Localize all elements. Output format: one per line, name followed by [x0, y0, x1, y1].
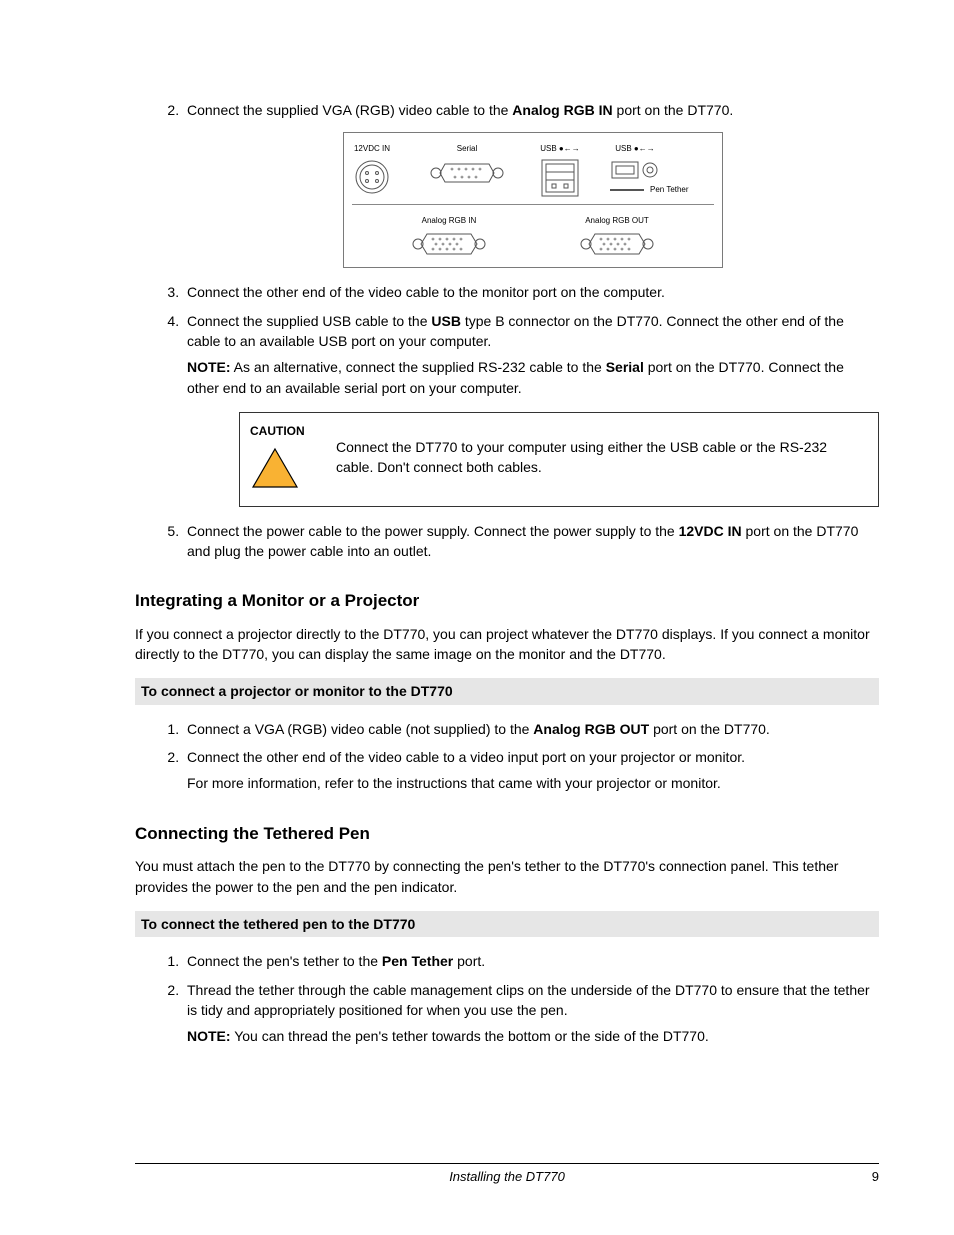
heading-integrating: Integrating a Monitor or a Projector: [135, 589, 879, 614]
icon-serial-port: [428, 158, 506, 188]
intro-integrating: If you connect a projector directly to t…: [135, 624, 879, 665]
note-label-2: NOTE:: [187, 1028, 231, 1044]
intro-tethered-pen: You must attach the pen to the DT770 by …: [135, 856, 879, 897]
step-2-text-post: port on the DT770.: [613, 102, 734, 118]
sec2-step-2: Thread the tether through the cable mana…: [183, 980, 879, 1047]
sec2-s1-pre: Connect the pen's tether to the: [187, 953, 382, 969]
step-5: Connect the power cable to the power sup…: [183, 521, 879, 562]
steps-list-b: Connect a VGA (RGB) video cable (not sup…: [135, 719, 879, 794]
step-4-pre: Connect the supplied USB cable to the: [187, 313, 431, 329]
label-12vdc: 12VDC IN: [354, 143, 390, 155]
sec1-s1-post: port on the DT770.: [649, 721, 770, 737]
sec1-step-2: Connect the other end of the video cable…: [183, 747, 879, 794]
sec1-step-1: Connect a VGA (RGB) video cable (not sup…: [183, 719, 879, 739]
step-2: Connect the supplied VGA (RGB) video cab…: [183, 100, 879, 268]
label-usb1: USB ●←→: [540, 143, 580, 155]
step-2-bold: Analog RGB IN: [512, 102, 612, 118]
icon-vga-in: [410, 229, 488, 259]
sec2-s2-note-text: You can thread the pen's tether towards …: [231, 1028, 709, 1044]
icon-usb-a: [610, 158, 660, 182]
sec2-step-1: Connect the pen's tether to the Pen Teth…: [183, 951, 879, 971]
port-usb-pen-group: USB ●←→ Pen Tether: [610, 143, 689, 198]
step-4: Connect the supplied USB cable to the US…: [183, 311, 879, 507]
page-footer: Installing the DT770 9: [135, 1163, 879, 1187]
sec2-s2-text: Thread the tether through the cable mana…: [187, 982, 870, 1018]
heading-tethered-pen: Connecting the Tethered Pen: [135, 822, 879, 847]
sec1-s1-bold: Analog RGB OUT: [533, 721, 649, 737]
step-5-bold: 12VDC IN: [679, 523, 742, 539]
icon-dc-jack: [352, 158, 392, 196]
label-usb2: USB ●←→: [615, 143, 655, 155]
step-4-bold: USB: [431, 313, 461, 329]
pen-tether-line-icon: [610, 188, 644, 192]
step-3-text: Connect the other end of the video cable…: [187, 284, 665, 300]
steps-list-c: Connect the pen's tether to the Pen Teth…: [135, 951, 879, 1046]
footer-title: Installing the DT770: [449, 1168, 565, 1187]
caution-left: CAUTION: [250, 423, 318, 496]
port-12vdc: 12VDC IN: [352, 143, 392, 198]
label-rgb-in: Analog RGB IN: [422, 215, 477, 227]
diagram-divider: [352, 204, 714, 205]
subhead-connect-pen: To connect the tethered pen to the DT770: [135, 911, 879, 937]
sec1-s2-extra: For more information, refer to the instr…: [187, 773, 879, 793]
caution-box: CAUTION Connect the DT770 to your comput…: [239, 412, 879, 507]
port-rgb-in: Analog RGB IN: [410, 215, 488, 260]
step-2-text-pre: Connect the supplied VGA (RGB) video cab…: [187, 102, 512, 118]
icon-vga-out: [578, 229, 656, 259]
steps-list-a: Connect the supplied VGA (RGB) video cab…: [135, 100, 879, 561]
step-5-pre: Connect the power cable to the power sup…: [187, 523, 679, 539]
sec1-s1-pre: Connect a VGA (RGB) video cable (not sup…: [187, 721, 533, 737]
label-serial: Serial: [457, 143, 477, 155]
connector-diagram: 12VDC IN Serial: [343, 132, 723, 268]
subhead-connect-projector: To connect a projector or monitor to the…: [135, 678, 879, 704]
document-page: Connect the supplied VGA (RGB) video cab…: [0, 0, 954, 1235]
sec1-s2-text: Connect the other end of the video cable…: [187, 749, 745, 765]
warning-triangle-icon: [250, 446, 300, 490]
step-4-note-pre: As an alternative, connect the supplied …: [231, 359, 606, 375]
sec2-s2-note: NOTE: You can thread the pen's tether to…: [187, 1026, 879, 1046]
sec2-s1-post: port.: [453, 953, 485, 969]
port-usb-b: USB ●←→: [538, 143, 582, 198]
port-rgb-out: Analog RGB OUT: [578, 215, 656, 260]
caution-label: CAUTION: [250, 423, 318, 440]
sec2-s1-bold: Pen Tether: [382, 953, 453, 969]
caution-text: Connect the DT770 to your computer using…: [336, 423, 864, 478]
port-usb-a: USB ●←→: [610, 143, 660, 182]
port-serial: Serial: [428, 143, 506, 198]
step-3: Connect the other end of the video cable…: [183, 282, 879, 302]
note-label-1: NOTE:: [187, 359, 231, 375]
step-4-note-bold: Serial: [606, 359, 644, 375]
label-rgb-out: Analog RGB OUT: [585, 215, 649, 227]
icon-usb-b: [538, 158, 582, 198]
label-pen-tether: Pen Tether: [650, 184, 689, 196]
footer-page-number: 9: [872, 1168, 879, 1187]
step-4-note: NOTE: As an alternative, connect the sup…: [187, 357, 879, 398]
